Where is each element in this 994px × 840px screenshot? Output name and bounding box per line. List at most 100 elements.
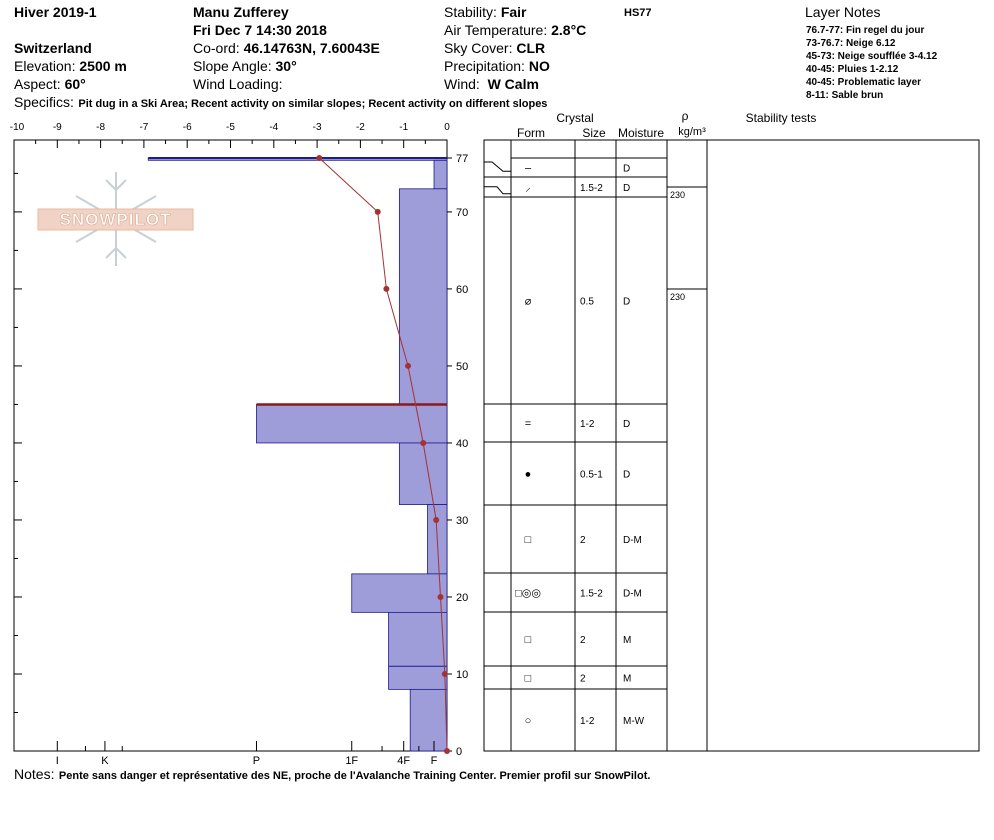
coord-label: Co-ord:	[193, 40, 240, 56]
crystal-size: 1.5-2	[580, 589, 603, 600]
snowpilot-logo: SNOWPILOT	[37, 172, 194, 266]
height-axis-label: 0	[456, 746, 462, 758]
layer-note-item: 40-45: Problematic layer	[806, 77, 922, 88]
table-frame	[483, 139, 980, 752]
temperature-tick-label: -4	[269, 122, 278, 133]
density-value: 230	[670, 190, 685, 200]
crystal-size: 2	[580, 674, 586, 685]
crystal-form-symbol: ●	[525, 469, 532, 481]
location: Switzerland	[14, 40, 92, 56]
logo-text: SNOWPILOT	[60, 210, 172, 229]
crystal-form-symbol: –	[525, 163, 532, 175]
slope-value: 30°	[275, 58, 297, 74]
layer-note-item: 73-76.7: Neige 6.12	[806, 38, 896, 49]
hardness-layer-bar	[388, 611, 448, 690]
temperature-point	[316, 155, 323, 161]
notes: Notes: Pente sans danger et représentati…	[14, 767, 650, 783]
layer-moisture: D	[623, 164, 630, 175]
temperature-tick-label: -9	[53, 122, 62, 133]
hardness-layer-bar	[398, 188, 448, 405]
precipitation: Precipitation: NO	[444, 59, 550, 73]
hardness-layer-bar	[398, 442, 448, 505]
crystal-form-symbol: ○	[525, 715, 532, 727]
hardness-layer-bar	[351, 573, 448, 613]
notes-label: Notes:	[14, 766, 55, 782]
hardness-layer-bar	[409, 688, 448, 752]
temperature-point	[383, 285, 390, 292]
stability: Stability: Fair	[444, 5, 527, 19]
temperature-tick-label: -3	[313, 122, 322, 133]
hardness-tick-label: K	[101, 755, 109, 767]
sky-label: Sky Cover:	[444, 40, 513, 56]
temperature-point	[437, 593, 444, 600]
crystal-size: 0.5	[580, 297, 594, 308]
rho-label: ρ	[682, 109, 689, 123]
crystal-size: 2	[580, 535, 586, 546]
wind-loading-label: Wind Loading:	[193, 76, 283, 92]
crystal-size: 1-2	[580, 419, 595, 430]
crystal-form-symbol: □	[525, 673, 532, 685]
layer-moisture: M	[623, 674, 631, 685]
temperature-tick-label: -5	[226, 122, 235, 133]
specifics: Specifics: Pit dug in a Ski Area; Recent…	[14, 95, 547, 111]
crystal-size: 0.5-1	[580, 470, 603, 481]
layer-moisture: M-W	[623, 716, 645, 727]
height-axis-label: 40	[456, 438, 468, 450]
layer-moisture: D-M	[623, 535, 642, 546]
layer-note-item: 45-73: Neige soufflée 3-4.12	[806, 51, 938, 62]
hardness-tick-label: I	[56, 755, 59, 767]
coordinates: Co-ord: 46.14763N, 7.60043E	[193, 41, 380, 55]
form-label: Form	[517, 126, 545, 140]
crystal-size: 2	[580, 635, 586, 646]
temperature-point	[441, 670, 448, 677]
air-temperature: Air Temperature: 2.8°C	[444, 23, 586, 37]
layer-moisture: M	[623, 635, 631, 646]
moisture-label: Moisture	[618, 126, 664, 140]
stability-value: Fair	[500, 4, 527, 20]
crystal-size: 1-2	[580, 716, 595, 727]
specifics-label: Specifics:	[14, 94, 74, 110]
height-axis-label: 77	[456, 153, 468, 165]
layer-moisture: D	[623, 297, 630, 308]
temperature-point	[444, 748, 450, 754]
height-axis-label: 70	[456, 207, 468, 219]
size-label: Size	[582, 126, 606, 140]
wind-value: W Calm	[487, 76, 539, 92]
temperature-tick-label: -7	[139, 122, 148, 133]
specifics-value: Pit dug in a Ski Area; Recent activity o…	[78, 98, 548, 110]
crystal-size: 1.5-2	[580, 183, 603, 194]
plot-frame	[13, 139, 448, 752]
elevation-label: Elevation:	[14, 58, 76, 74]
layer-moisture: D	[623, 419, 630, 430]
height-axis-label: 10	[456, 669, 468, 681]
layer-moisture: D	[623, 183, 630, 194]
air-temp-label: Air Temperature:	[444, 22, 548, 38]
temperature-point	[405, 362, 412, 369]
season-title: Hiver 2019-1	[14, 4, 97, 20]
temperature-tick-label: -10	[10, 122, 25, 133]
wind-label: Wind:	[444, 76, 480, 92]
hardness-layer-bar	[433, 159, 448, 190]
height-axis-label: 30	[456, 515, 468, 527]
crystal-form-symbol: □	[525, 634, 532, 646]
layer-moisture: D	[623, 470, 630, 481]
stability-label: Stability:	[444, 4, 497, 20]
layer-moisture: D-M	[623, 589, 642, 600]
temperature-point	[374, 208, 381, 215]
temperature-tick-label: 0	[444, 122, 450, 133]
air-temp-value: 2.8°C	[551, 22, 587, 38]
hardness-tick-label: P	[253, 755, 260, 767]
aspect-label: Aspect:	[14, 76, 61, 92]
crystal-label: Crystal	[556, 111, 593, 125]
layer-note-item: 40-45: Pluies 1-2.12	[806, 64, 899, 75]
elevation-value: 2500 m	[79, 58, 127, 74]
crystal-form-symbol: ⸝	[525, 182, 531, 194]
hardness-tick-label: 4F	[397, 755, 410, 767]
height-axis-label: 20	[456, 592, 468, 604]
hardness-tick-label: F	[431, 755, 438, 767]
density-unit-label: kg/m³	[678, 126, 706, 138]
layer-note-item: 8-11: Sable brun	[806, 90, 884, 101]
stability-tests-label: Stability tests	[746, 111, 817, 125]
crystal-form-symbol: □	[525, 534, 532, 546]
